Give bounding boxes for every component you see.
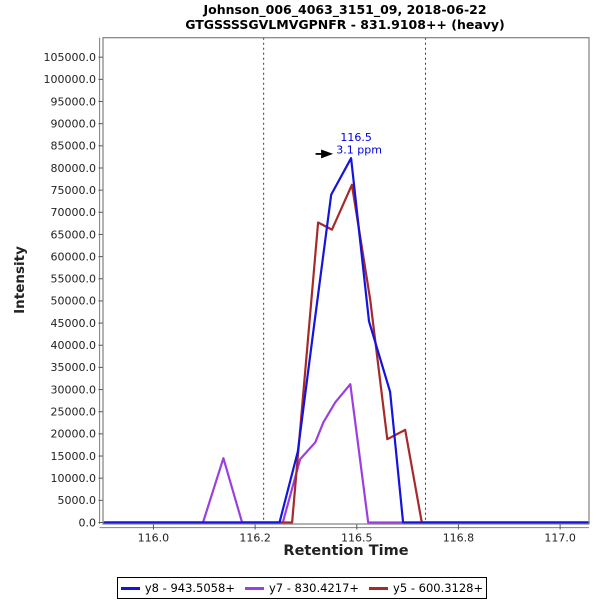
plot-frame <box>102 37 590 525</box>
peak-boundary-lines <box>263 37 427 524</box>
y-tick-label: 10000.0 <box>51 472 97 485</box>
y-tick-label: 30000.0 <box>51 383 97 396</box>
y-tick-label: 15000.0 <box>51 450 97 463</box>
y8-line-swatch <box>120 586 140 590</box>
x-axis-title: Retention Time <box>283 543 409 559</box>
x-tick-label: 116.5 <box>341 532 373 545</box>
plot-area[interactable] <box>103 37 589 524</box>
y-tick-label: 50000.0 <box>51 295 97 308</box>
y-tick-label: 70000.0 <box>51 206 97 219</box>
y-tick-label: 65000.0 <box>51 228 97 241</box>
legend-label-y8: y8 - 943.5058+ <box>144 581 235 595</box>
annotation-ppm-label: 3.1 ppm <box>336 144 382 157</box>
x-tick-label: 116.8 <box>443 532 475 545</box>
y-tick-label: 55000.0 <box>51 273 97 286</box>
legend-item-y7: y7 - 830.4217+ <box>244 581 360 595</box>
y-tick-label: 20000.0 <box>51 428 97 441</box>
x-tick-label: 116.0 <box>138 532 170 545</box>
y-tick-label: 0.0 <box>79 516 97 529</box>
chromatogram-traces <box>103 157 590 524</box>
trace-y8 <box>103 157 590 524</box>
y-tick-label: 80000.0 <box>51 162 97 175</box>
y-tick-label: 35000.0 <box>51 361 97 374</box>
annotation-arrow-icon <box>321 149 334 159</box>
axis-lines <box>99 37 589 529</box>
y-tick-label: 40000.0 <box>51 339 97 352</box>
y-tick-label: 60000.0 <box>51 250 97 263</box>
y5-line-swatch <box>369 586 389 590</box>
y-tick-label: 45000.0 <box>51 317 97 330</box>
peak-annotation[interactable]: 116.53.1 ppm <box>315 131 382 159</box>
y7-line-swatch <box>244 586 264 590</box>
y-tick-label: 90000.0 <box>51 117 97 130</box>
legend-label-y5: y5 - 600.3128+ <box>393 581 484 595</box>
chart-title: Johnson_006_4063_3151_09, 2018-06-22 <box>203 2 487 17</box>
axis-tick-labels: 0.0 5000.0 10000.0 15000.0 20000.0 25000.0 300… <box>44 51 576 545</box>
legend-item-y5: y5 - 600.3128+ <box>369 581 483 595</box>
legend-item-y8: y8 - 943.5058+ <box>120 581 235 595</box>
y-tick-label: 5000.0 <box>58 494 97 507</box>
y-tick-label: 85000.0 <box>51 140 97 153</box>
y-tick-label: 75000.0 <box>51 184 97 197</box>
y-tick-label: 100000.0 <box>44 73 97 86</box>
x-tick-label: 117.0 <box>544 532 576 545</box>
y-tick-label: 105000.0 <box>44 51 97 64</box>
trace-y7 <box>103 383 590 524</box>
y-tick-label: 95000.0 <box>51 95 97 108</box>
legend-box: y8 - 943.5058+ y7 - 830.4217+ y5 - 600.3… <box>117 577 487 599</box>
annotation-rt-label: 116.5 <box>340 131 372 144</box>
chart-subtitle: GTGSSSSGVLMVGPNFR - 831.9108++ (heavy) <box>185 17 505 32</box>
y-tick-label: 25000.0 <box>51 406 97 419</box>
legend-label-y7: y7 - 830.4217+ <box>268 581 360 595</box>
x-tick-label: 116.2 <box>239 532 271 545</box>
